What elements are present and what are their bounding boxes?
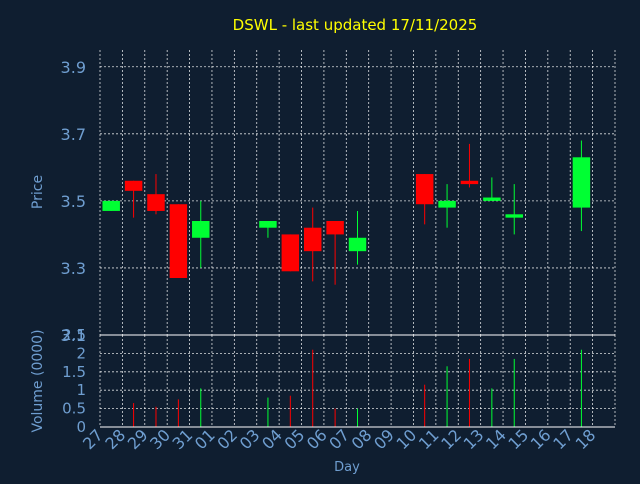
- x-axis-label: Day: [334, 460, 360, 475]
- volume-panel: 00.511.522.5: [62, 326, 616, 436]
- volume-tick-label: 0.5: [62, 400, 86, 418]
- price-tick-label: 3.1: [61, 326, 86, 345]
- candle-body: [483, 197, 501, 201]
- volume-tick-label: 1: [76, 381, 86, 399]
- candle-body: [415, 174, 434, 205]
- price-panel: 3.1 3.3 3.5 3.7 3.9: [61, 50, 616, 345]
- volume-tick-label: 0: [76, 418, 86, 436]
- candle-body: [281, 234, 300, 272]
- volume-tick-label: 2.5: [62, 326, 86, 344]
- price-tick-label: 3.3: [61, 259, 86, 278]
- candle-body: [169, 204, 188, 278]
- volume-axis-label: Volume (0000): [30, 329, 46, 432]
- candle-body: [460, 180, 479, 185]
- volume-tick-label: 1.5: [62, 363, 86, 381]
- candle-body: [348, 237, 367, 252]
- candle-body: [505, 214, 523, 218]
- candle-body: [192, 221, 210, 238]
- candle-body: [124, 180, 143, 191]
- price-tick-label: 3.9: [61, 58, 86, 77]
- candle-body: [303, 227, 322, 252]
- price-tick-label: 3.7: [61, 125, 86, 144]
- candle-body: [259, 221, 277, 228]
- candle-body: [326, 221, 344, 235]
- candle-body: [147, 194, 165, 211]
- price-axis-label: Price: [30, 175, 46, 209]
- x-axis: 2728293031010203040506070809101112131415…: [79, 425, 599, 453]
- chart-title: DSWL - last updated 17/11/2025: [233, 16, 478, 34]
- candle-body: [438, 200, 456, 208]
- price-tick-label: 3.5: [61, 192, 86, 211]
- volume-tick-label: 2: [76, 344, 86, 362]
- candle-body: [102, 200, 120, 211]
- candle-body: [572, 157, 591, 208]
